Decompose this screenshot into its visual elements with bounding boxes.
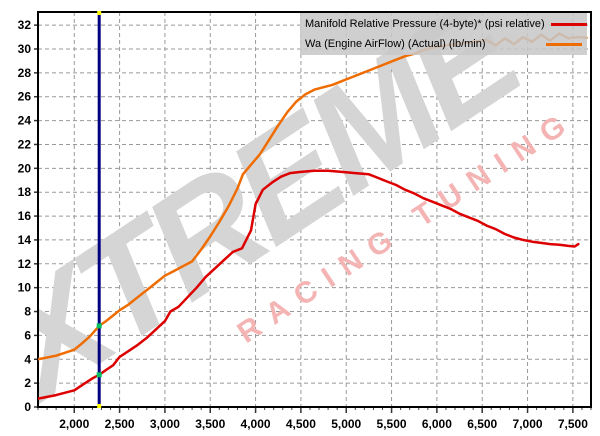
y-tick-label: 18 <box>18 185 32 199</box>
x-tick-label: 2,500 <box>105 417 135 431</box>
x-tick-label: 7,500 <box>558 417 588 431</box>
legend-box: Manifold Relative Pressure (4-byte)* (ps… <box>300 13 587 55</box>
y-tick-label: 28 <box>18 66 32 80</box>
y-tick-label: 14 <box>18 233 32 247</box>
plot-border <box>37 11 592 408</box>
x-tick-label: 3,000 <box>150 417 180 431</box>
x-tick-label: 6,000 <box>422 417 452 431</box>
cursor-bottom-marker <box>97 404 102 408</box>
legend-label-manifold-pressure: Manifold Relative Pressure (4-byte)* (ps… <box>305 18 545 30</box>
x-tick-label: 2,000 <box>59 417 89 431</box>
x-tick-label: 5,500 <box>377 417 407 431</box>
legend-line-sample-orange <box>546 42 582 46</box>
y-tick-label: 24 <box>18 114 32 128</box>
y-tick-label: 4 <box>24 352 31 366</box>
y-tick-label: 12 <box>18 257 32 271</box>
legend-item-airflow: Wa (Engine AirFlow) (Actual) (lb/min) <box>305 35 582 54</box>
x-tick-label: 6,500 <box>467 417 497 431</box>
x-tick-label: 3,500 <box>195 417 225 431</box>
y-tick-label: 22 <box>18 137 32 151</box>
y-tick-label: 26 <box>18 90 32 104</box>
legend-item-manifold-pressure: Manifold Relative Pressure (4-byte)* (ps… <box>305 15 587 34</box>
y-tick-label: 6 <box>24 328 31 342</box>
x-tick-label: 4,000 <box>241 417 271 431</box>
series-manifold-pressure <box>38 169 580 400</box>
cursor-intersect-marker <box>96 323 102 329</box>
x-tick-label: 4,500 <box>286 417 316 431</box>
y-tick-label: 20 <box>18 161 32 175</box>
cursor-intersect-marker <box>96 372 102 378</box>
y-tick-label: 30 <box>18 42 32 56</box>
cursor-top-marker <box>97 11 102 15</box>
x-tick-label: 5,000 <box>331 417 361 431</box>
legend-line-sample-red <box>550 22 587 26</box>
y-tick-label: 10 <box>18 281 32 295</box>
y-tick-label: 32 <box>18 18 32 32</box>
x-tick-label: 7,000 <box>513 417 543 431</box>
y-tick-label: 0 <box>24 400 31 414</box>
y-tick-label: 8 <box>24 305 31 319</box>
y-tick-label: 2 <box>24 376 31 390</box>
y-tick-label: 16 <box>18 209 32 223</box>
legend-label-airflow: Wa (Engine AirFlow) (Actual) (lb/min) <box>305 38 486 50</box>
